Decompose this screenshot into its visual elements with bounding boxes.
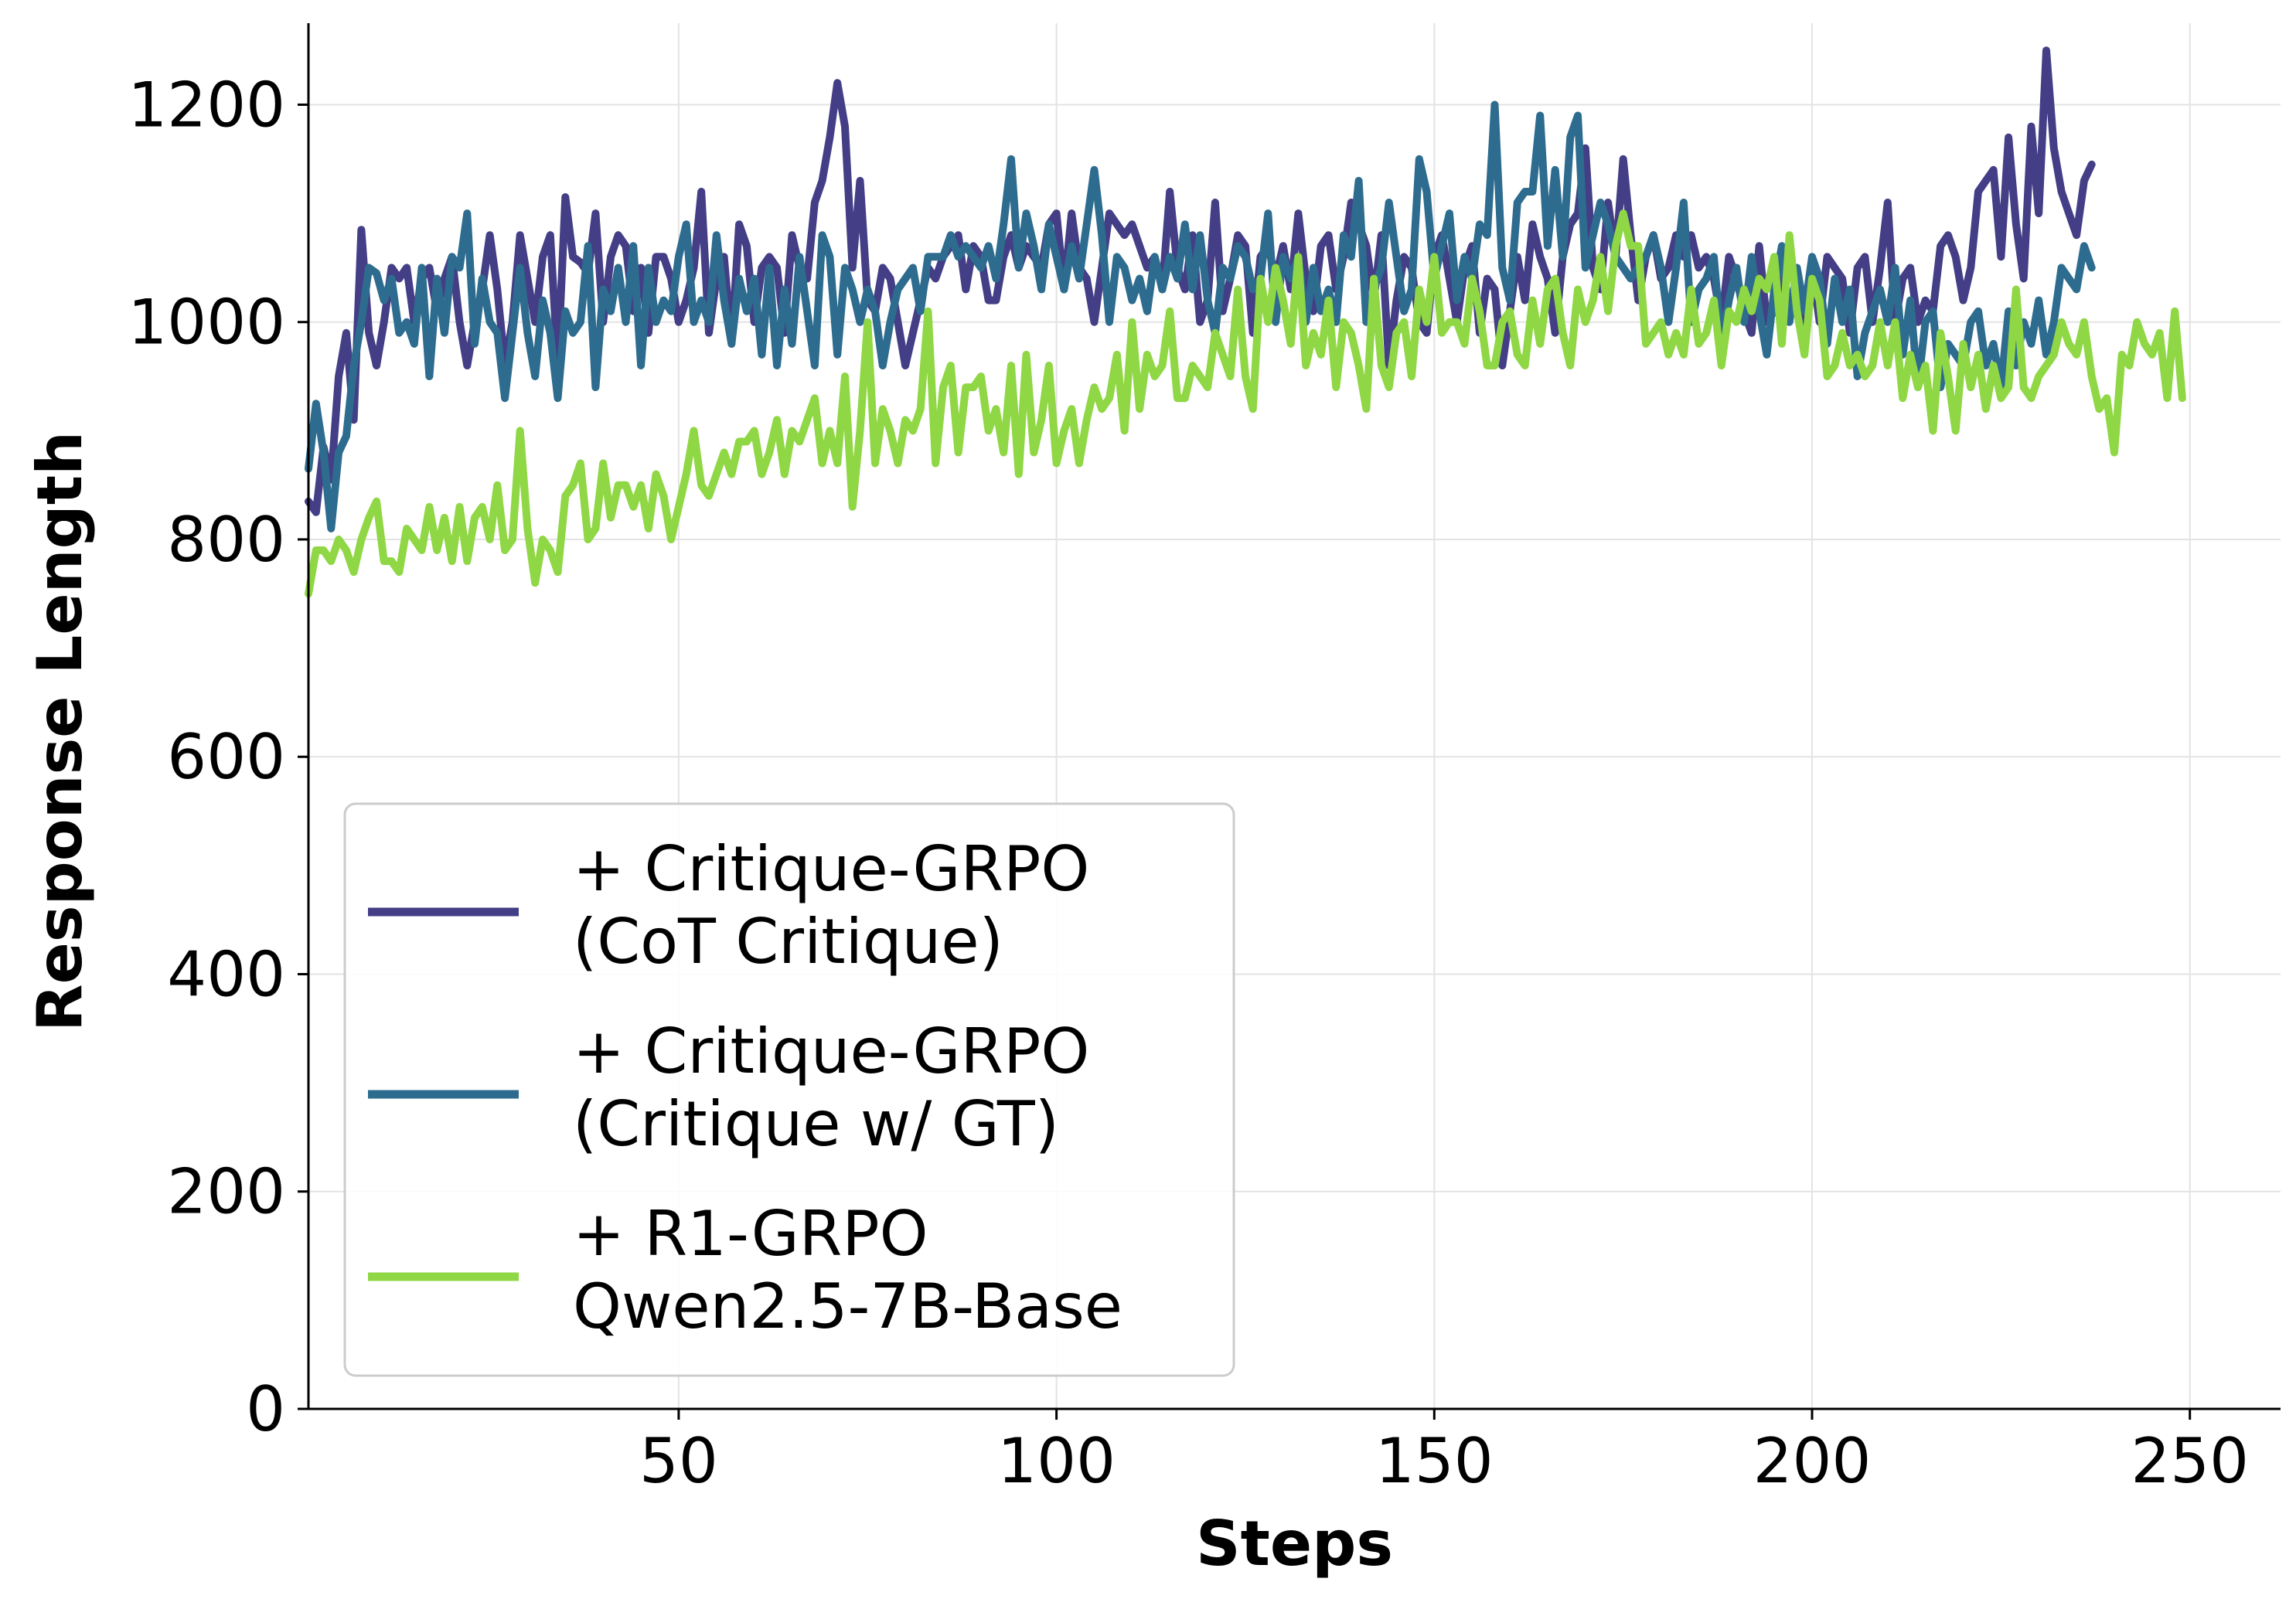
series-line-1 (305, 46, 2096, 516)
y-tick-label: 800 (167, 504, 285, 576)
legend-label: (CoT Critique) (573, 906, 1003, 978)
y-axis-title: Response Length (24, 431, 96, 1032)
x-axis-ticks: 50 100 150 200 250 (639, 1409, 2249, 1497)
series-line-3 (305, 209, 2186, 598)
legend-label: + Critique-GRPO (573, 833, 1089, 905)
y-tick-label: 400 (167, 938, 285, 1010)
y-tick-label: 1200 (128, 69, 285, 141)
x-tick-label: 100 (997, 1425, 1116, 1497)
x-tick-label: 150 (1375, 1425, 1494, 1497)
legend-label: + Critique-GRPO (573, 1016, 1089, 1087)
x-tick-label: 250 (2131, 1425, 2249, 1497)
legend-label: Qwen2.5-7B-Base (573, 1271, 1122, 1342)
x-tick-label: 50 (639, 1425, 718, 1497)
y-axis-ticks: 0 200 400 600 800 1000 1200 (128, 69, 308, 1445)
legend-label: (Critique w/ GT) (573, 1088, 1059, 1160)
legend-label: + R1-GRPO (573, 1198, 928, 1270)
axes (307, 23, 2281, 1410)
y-tick-label: 200 (167, 1156, 285, 1228)
legend: + Critique-GRPO(CoT Critique)+ Critique-… (343, 802, 1235, 1377)
series-lines (305, 46, 2186, 598)
x-axis-title: Steps (1196, 1508, 1393, 1580)
legend-box (343, 802, 1235, 1377)
x-tick-label: 200 (1753, 1425, 1872, 1497)
y-tick-label: 1000 (128, 287, 285, 359)
y-tick-label: 600 (167, 721, 285, 793)
y-tick-label: 0 (246, 1373, 285, 1445)
